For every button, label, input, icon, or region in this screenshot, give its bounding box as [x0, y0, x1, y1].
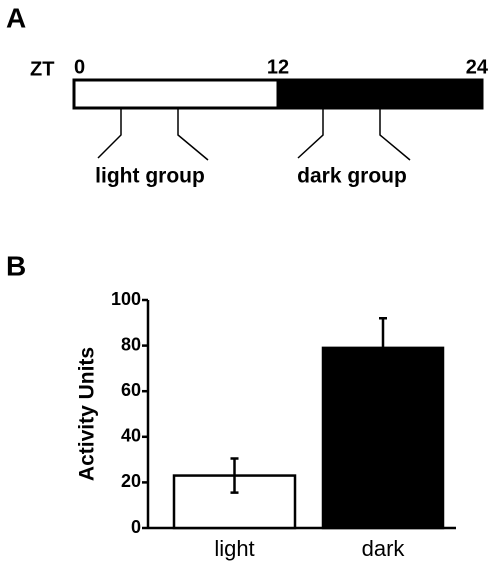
branch-line — [297, 108, 324, 159]
error-bar — [379, 316, 387, 379]
branch-line — [97, 108, 122, 159]
error-bar — [230, 457, 239, 494]
y-tick-label: 80 — [121, 334, 141, 354]
x-tick-label: light — [214, 536, 254, 561]
x-tick-label: 24 — [466, 56, 489, 78]
y-tick-label: 40 — [121, 426, 141, 446]
y-tick-label: 100 — [111, 289, 141, 309]
x-tick-label: dark — [362, 536, 406, 561]
y-tick-label: 0 — [131, 517, 141, 537]
group-label: light group — [95, 165, 205, 188]
sampling-lines — [97, 108, 411, 161]
y-tick-label: 20 — [121, 471, 141, 491]
branch-line — [379, 108, 411, 161]
group-label: dark group — [297, 165, 407, 188]
branch-line — [177, 108, 209, 161]
panel-label: B — [6, 250, 26, 281]
phase-segment — [276, 78, 484, 110]
axis-label: ZT — [30, 58, 54, 80]
y-axis-label: Activity Units — [76, 347, 99, 481]
panel-label: A — [6, 2, 26, 33]
phase-segment — [72, 78, 280, 110]
x-tick-label: 0 — [74, 56, 85, 78]
x-tick-label: 12 — [267, 56, 289, 78]
y-tick-label: 60 — [121, 380, 141, 400]
